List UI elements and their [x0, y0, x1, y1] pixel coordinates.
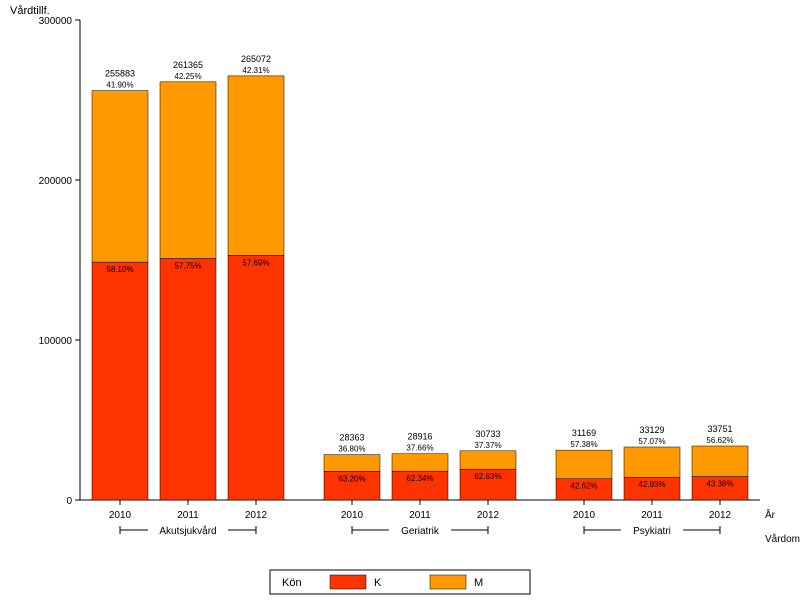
- bar-segment-k: [92, 262, 148, 500]
- group-label: Geriatrik: [401, 526, 440, 537]
- bar-m-pct-label: 57.07%: [638, 437, 665, 446]
- x-axis-title-year: År: [765, 508, 776, 521]
- bar-segment-m: [692, 446, 748, 477]
- legend-item-label: M: [474, 577, 483, 589]
- bar-m-pct-label: 41.90%: [106, 81, 133, 90]
- x-year-label: 2012: [477, 510, 500, 521]
- x-year-label: 2010: [573, 510, 596, 521]
- x-year-label: 2011: [177, 510, 199, 521]
- bar-m-pct-label: 42.31%: [242, 66, 269, 75]
- x-axis-title-group: Vårdområde: [765, 533, 800, 545]
- x-year-label: 2011: [641, 510, 663, 521]
- bar-total-label: 261365: [173, 60, 203, 70]
- bar-total-label: 265072: [241, 54, 271, 64]
- bar-k-pct-label: 42.62%: [570, 482, 597, 491]
- bar-k-pct-label: 62.34%: [406, 474, 433, 483]
- x-year-label: 2012: [709, 510, 732, 521]
- bar-segment-m: [556, 450, 612, 479]
- bar-segment-m: [92, 91, 148, 263]
- bar-k-pct-label: 42.93%: [638, 480, 665, 489]
- legend-swatch: [430, 575, 466, 589]
- bar-m-pct-label: 56.62%: [706, 436, 733, 445]
- bar-segment-m: [460, 451, 516, 469]
- bar-k-pct-label: 62.63%: [474, 472, 501, 481]
- bar-m-pct-label: 36.80%: [338, 445, 365, 454]
- bar-total-label: 255883: [105, 69, 135, 79]
- y-tick-label: 200000: [39, 176, 73, 187]
- x-year-label: 2012: [245, 510, 268, 521]
- bar-total-label: 28363: [339, 433, 364, 443]
- group-label: Psykiatri: [633, 526, 671, 537]
- x-year-label: 2010: [341, 510, 364, 521]
- bar-segment-k: [228, 255, 284, 500]
- legend-swatch: [330, 575, 366, 589]
- bar-total-label: 28916: [407, 432, 432, 442]
- bar-segment-m: [228, 76, 284, 255]
- bar-total-label: 33751: [707, 424, 732, 434]
- bar-segment-k: [160, 258, 216, 500]
- legend-item-label: K: [374, 577, 382, 589]
- legend-title: Kön: [282, 577, 302, 589]
- bar-k-pct-label: 63.20%: [338, 474, 365, 483]
- bar-total-label: 30733: [475, 429, 500, 439]
- bar-m-pct-label: 42.25%: [174, 72, 201, 81]
- bar-total-label: 33129: [639, 425, 664, 435]
- bar-k-pct-label: 57.69%: [242, 258, 269, 267]
- bar-k-pct-label: 57.75%: [174, 261, 201, 270]
- chart-container: Vårdtillf.010000020000030000025588341.90…: [0, 0, 800, 600]
- group-label: Akutsjukvård: [159, 525, 216, 537]
- bar-segment-m: [324, 455, 380, 472]
- chart-svg: Vårdtillf.010000020000030000025588341.90…: [0, 0, 800, 600]
- bar-m-pct-label: 37.37%: [474, 441, 501, 450]
- y-tick-label: 300000: [39, 16, 73, 27]
- bar-m-pct-label: 57.38%: [570, 440, 597, 449]
- bar-segment-m: [392, 454, 448, 471]
- bar-segment-m: [160, 82, 216, 259]
- bar-total-label: 31169: [572, 428, 596, 438]
- x-year-label: 2010: [109, 510, 132, 521]
- y-tick-label: 0: [66, 496, 72, 507]
- bar-segment-m: [624, 447, 680, 477]
- legend-box: [270, 570, 530, 594]
- bar-k-pct-label: 58.10%: [106, 265, 133, 274]
- y-tick-label: 100000: [39, 336, 73, 347]
- x-year-label: 2011: [409, 510, 431, 521]
- bar-k-pct-label: 43.38%: [706, 480, 733, 489]
- bar-m-pct-label: 37.66%: [406, 444, 433, 453]
